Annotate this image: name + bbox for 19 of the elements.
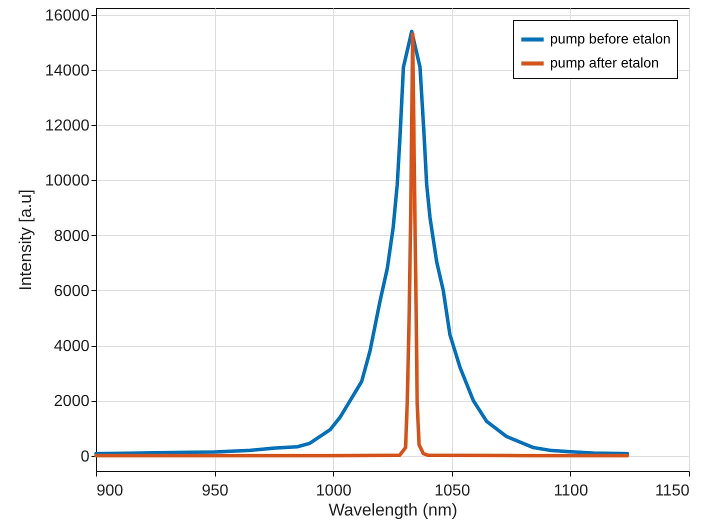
y-tick-label: 0 <box>80 448 90 466</box>
legend-label: pump before etalon <box>550 30 671 46</box>
x-tick-label: 1100 <box>554 482 588 500</box>
x-tick-label: 1050 <box>434 482 470 500</box>
y-tick-label: 10000 <box>45 172 90 190</box>
y-tick-label: 12000 <box>45 118 90 135</box>
y-tick-label: 4000 <box>54 338 90 356</box>
x-tick-label: 1150 <box>655 482 690 500</box>
y-tick-label: 6000 <box>54 282 90 300</box>
x-tick-label: 950 <box>202 482 229 500</box>
y-tick-label: 16000 <box>45 7 90 24</box>
x-tick-label: 1000 <box>316 482 352 500</box>
x-axis-title: Wavelength (nm) <box>328 500 458 520</box>
y-tick-label: 2000 <box>54 393 90 410</box>
y-tick-label: 14000 <box>45 62 90 80</box>
y-tick-label: 8000 <box>54 228 90 245</box>
y-axis-title: Intensity [a.u] <box>16 189 36 291</box>
x-tick-label: 900 <box>96 482 124 500</box>
legend-label: pump after etalon <box>550 54 659 70</box>
